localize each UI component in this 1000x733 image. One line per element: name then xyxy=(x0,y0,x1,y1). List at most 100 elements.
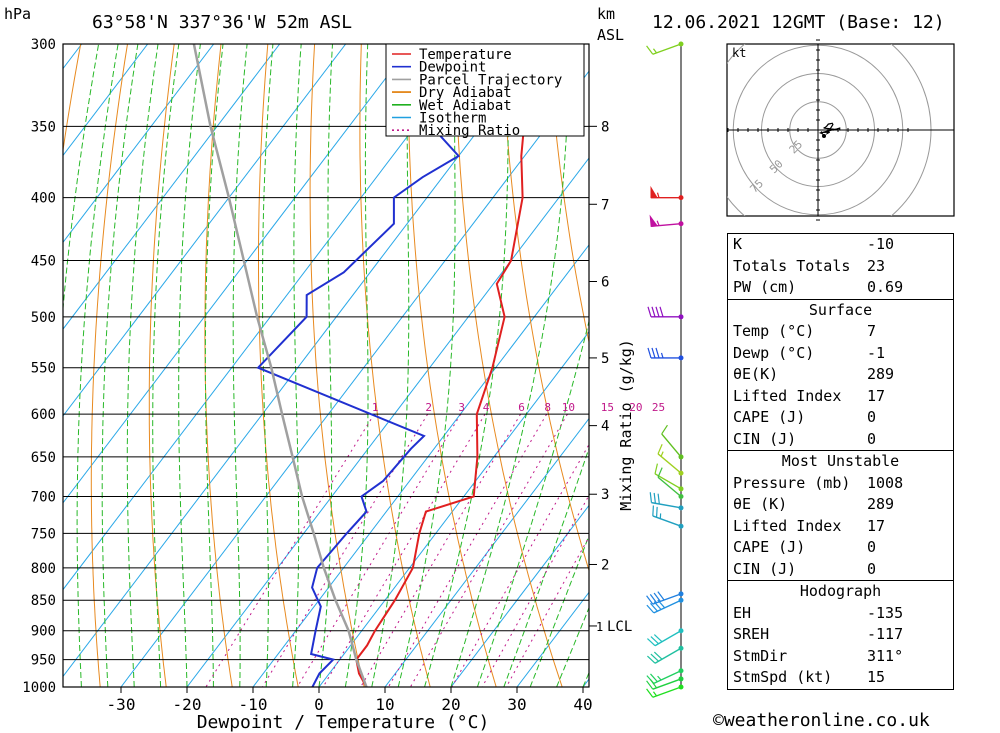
wind-barb-half-flag xyxy=(660,352,664,359)
wet-adiabat-line xyxy=(344,44,369,687)
panel-row-label: Temp (°C) xyxy=(733,322,815,340)
wind-barb xyxy=(647,347,684,361)
wind-barb-half-flag xyxy=(652,48,658,54)
panel-row-value: 0 xyxy=(867,429,877,448)
isotherm-line xyxy=(63,44,281,330)
panel-row-value: -1 xyxy=(867,343,886,362)
x-tick-label: -10 xyxy=(239,695,268,714)
mixing-ratio-line xyxy=(481,494,589,687)
wind-barb-flag xyxy=(657,467,663,478)
series-dewpoint xyxy=(256,44,499,687)
wind-barb-pennant xyxy=(649,214,659,227)
wind-barb-staff xyxy=(653,599,682,614)
height-unit-label: km xyxy=(597,5,616,23)
legend-entry: Isotherm xyxy=(419,111,486,127)
pressure-tick-label: 900 xyxy=(31,624,56,640)
pressure-unit-label: hPa xyxy=(4,5,32,23)
wind-barb xyxy=(647,628,684,647)
wind-barb-flag xyxy=(653,492,656,504)
pressure-tick-label: 650 xyxy=(31,450,56,466)
wind-barb-flag xyxy=(646,595,654,605)
dry-adiabat-line xyxy=(204,44,233,687)
isotherm-line xyxy=(63,44,149,157)
panel-row-label: CAPE (J) xyxy=(733,408,806,426)
panel-row-value: 0 xyxy=(867,559,877,578)
legend-entry: Parcel Trajectory xyxy=(419,72,562,88)
panel-row: Lifted Index 17 xyxy=(728,516,953,538)
wind-barb-flag xyxy=(651,306,656,317)
wind-barb-flag xyxy=(650,602,658,612)
mixing-ratio-line xyxy=(409,413,568,687)
wind-barb-flag xyxy=(647,638,656,647)
wind-barb-flag xyxy=(657,493,660,505)
wet-adiabat-line xyxy=(424,44,509,687)
wind-barbs xyxy=(646,41,684,698)
panel-row-value: 289 xyxy=(867,365,895,383)
series-parcel-trajectory xyxy=(192,44,368,687)
wind-barb xyxy=(649,492,684,511)
wind-barb xyxy=(650,185,684,201)
panel-row-value: 17 xyxy=(867,386,886,405)
wind-barb-flag xyxy=(653,634,663,643)
isotherm-line xyxy=(186,157,589,687)
wind-barb xyxy=(661,424,684,460)
legend-entry: Dry Adiabat xyxy=(419,85,512,101)
panel-row: PW (cm) 0.69 xyxy=(728,277,953,299)
wind-barb xyxy=(646,676,684,690)
most-unstable-rows: Pressure (mb) 1008 θE (K) 289 Lifted Index 17… xyxy=(728,473,953,581)
dry-adiabat-line xyxy=(547,44,589,345)
wind-barb xyxy=(646,668,684,685)
wind-barb-half-flag xyxy=(657,675,662,681)
wind-barb-staff xyxy=(652,678,682,690)
wind-barb-flag xyxy=(657,599,666,609)
pressure-tick-label: 800 xyxy=(31,561,56,577)
profile-series xyxy=(192,44,526,687)
wind-barb-flag xyxy=(657,444,663,455)
legend-entry: Temperature xyxy=(419,47,512,63)
wind-barb-staff xyxy=(654,647,682,664)
wind-barb xyxy=(647,306,684,320)
copyright-footer[interactable]: ©weatheronline.co.uk xyxy=(713,710,930,731)
wind-barb-staff xyxy=(654,630,682,647)
panel-row: Temp (°C) 7 xyxy=(728,321,953,343)
wet-adiabat-line xyxy=(529,534,589,687)
wind-barb-flag xyxy=(650,653,659,662)
wind-barb-flag xyxy=(653,651,663,660)
x-tick-label: 40 xyxy=(573,695,592,714)
panel-row-label: θE(K) xyxy=(733,365,779,383)
wind-barb-staff xyxy=(657,476,682,498)
mixing-ratio-line xyxy=(261,413,429,687)
isotherm-line xyxy=(0,44,16,687)
panel-row-label: Totals Totals xyxy=(733,256,851,275)
indices-panel: K -10 Totals Totals 23 PW (cm) 0.69 Surface T… xyxy=(727,233,954,690)
isotherm-line xyxy=(120,70,589,687)
dry-adiabat-line xyxy=(969,44,1000,687)
wind-barb-staff xyxy=(661,433,682,458)
wind-barb xyxy=(657,444,684,476)
wind-barb-flag xyxy=(646,604,655,614)
wet-adiabat-line xyxy=(101,44,139,687)
panel-row-value: 0.69 xyxy=(867,278,904,296)
isotherm-line xyxy=(63,44,347,417)
wet-adiabat-line xyxy=(76,44,119,687)
isotherm-line xyxy=(252,244,589,687)
km-tick-label: 5 xyxy=(601,351,609,367)
lcl-km-label: 1 xyxy=(596,620,603,634)
stability-indices: K -10 Totals Totals 23 PW (cm) 0.69 xyxy=(728,234,953,299)
wind-barb xyxy=(646,591,684,605)
wind-barb-flag xyxy=(649,594,658,604)
lcl-label: LCL xyxy=(607,619,632,635)
panel-row: K -10 xyxy=(728,234,953,256)
wind-barb-flag xyxy=(661,424,668,435)
pressure-tick-label: 850 xyxy=(31,593,56,609)
isotherm-line xyxy=(318,330,589,687)
panel-row: SREH -117 xyxy=(728,624,953,646)
wind-barb-flag xyxy=(647,306,652,317)
panel-row-label: SREH xyxy=(733,625,770,643)
wet-adiabat-line xyxy=(63,44,100,314)
most-unstable-section: Most Unstable Pressure (mb) 1008 θE (K) 289… xyxy=(728,450,953,580)
panel-row: Dewp (°C) -1 xyxy=(728,343,953,365)
mixing-ratio-label: 20 xyxy=(629,401,642,414)
km-tick-label: 7 xyxy=(601,197,609,213)
wind-barb-pennant xyxy=(650,185,658,199)
